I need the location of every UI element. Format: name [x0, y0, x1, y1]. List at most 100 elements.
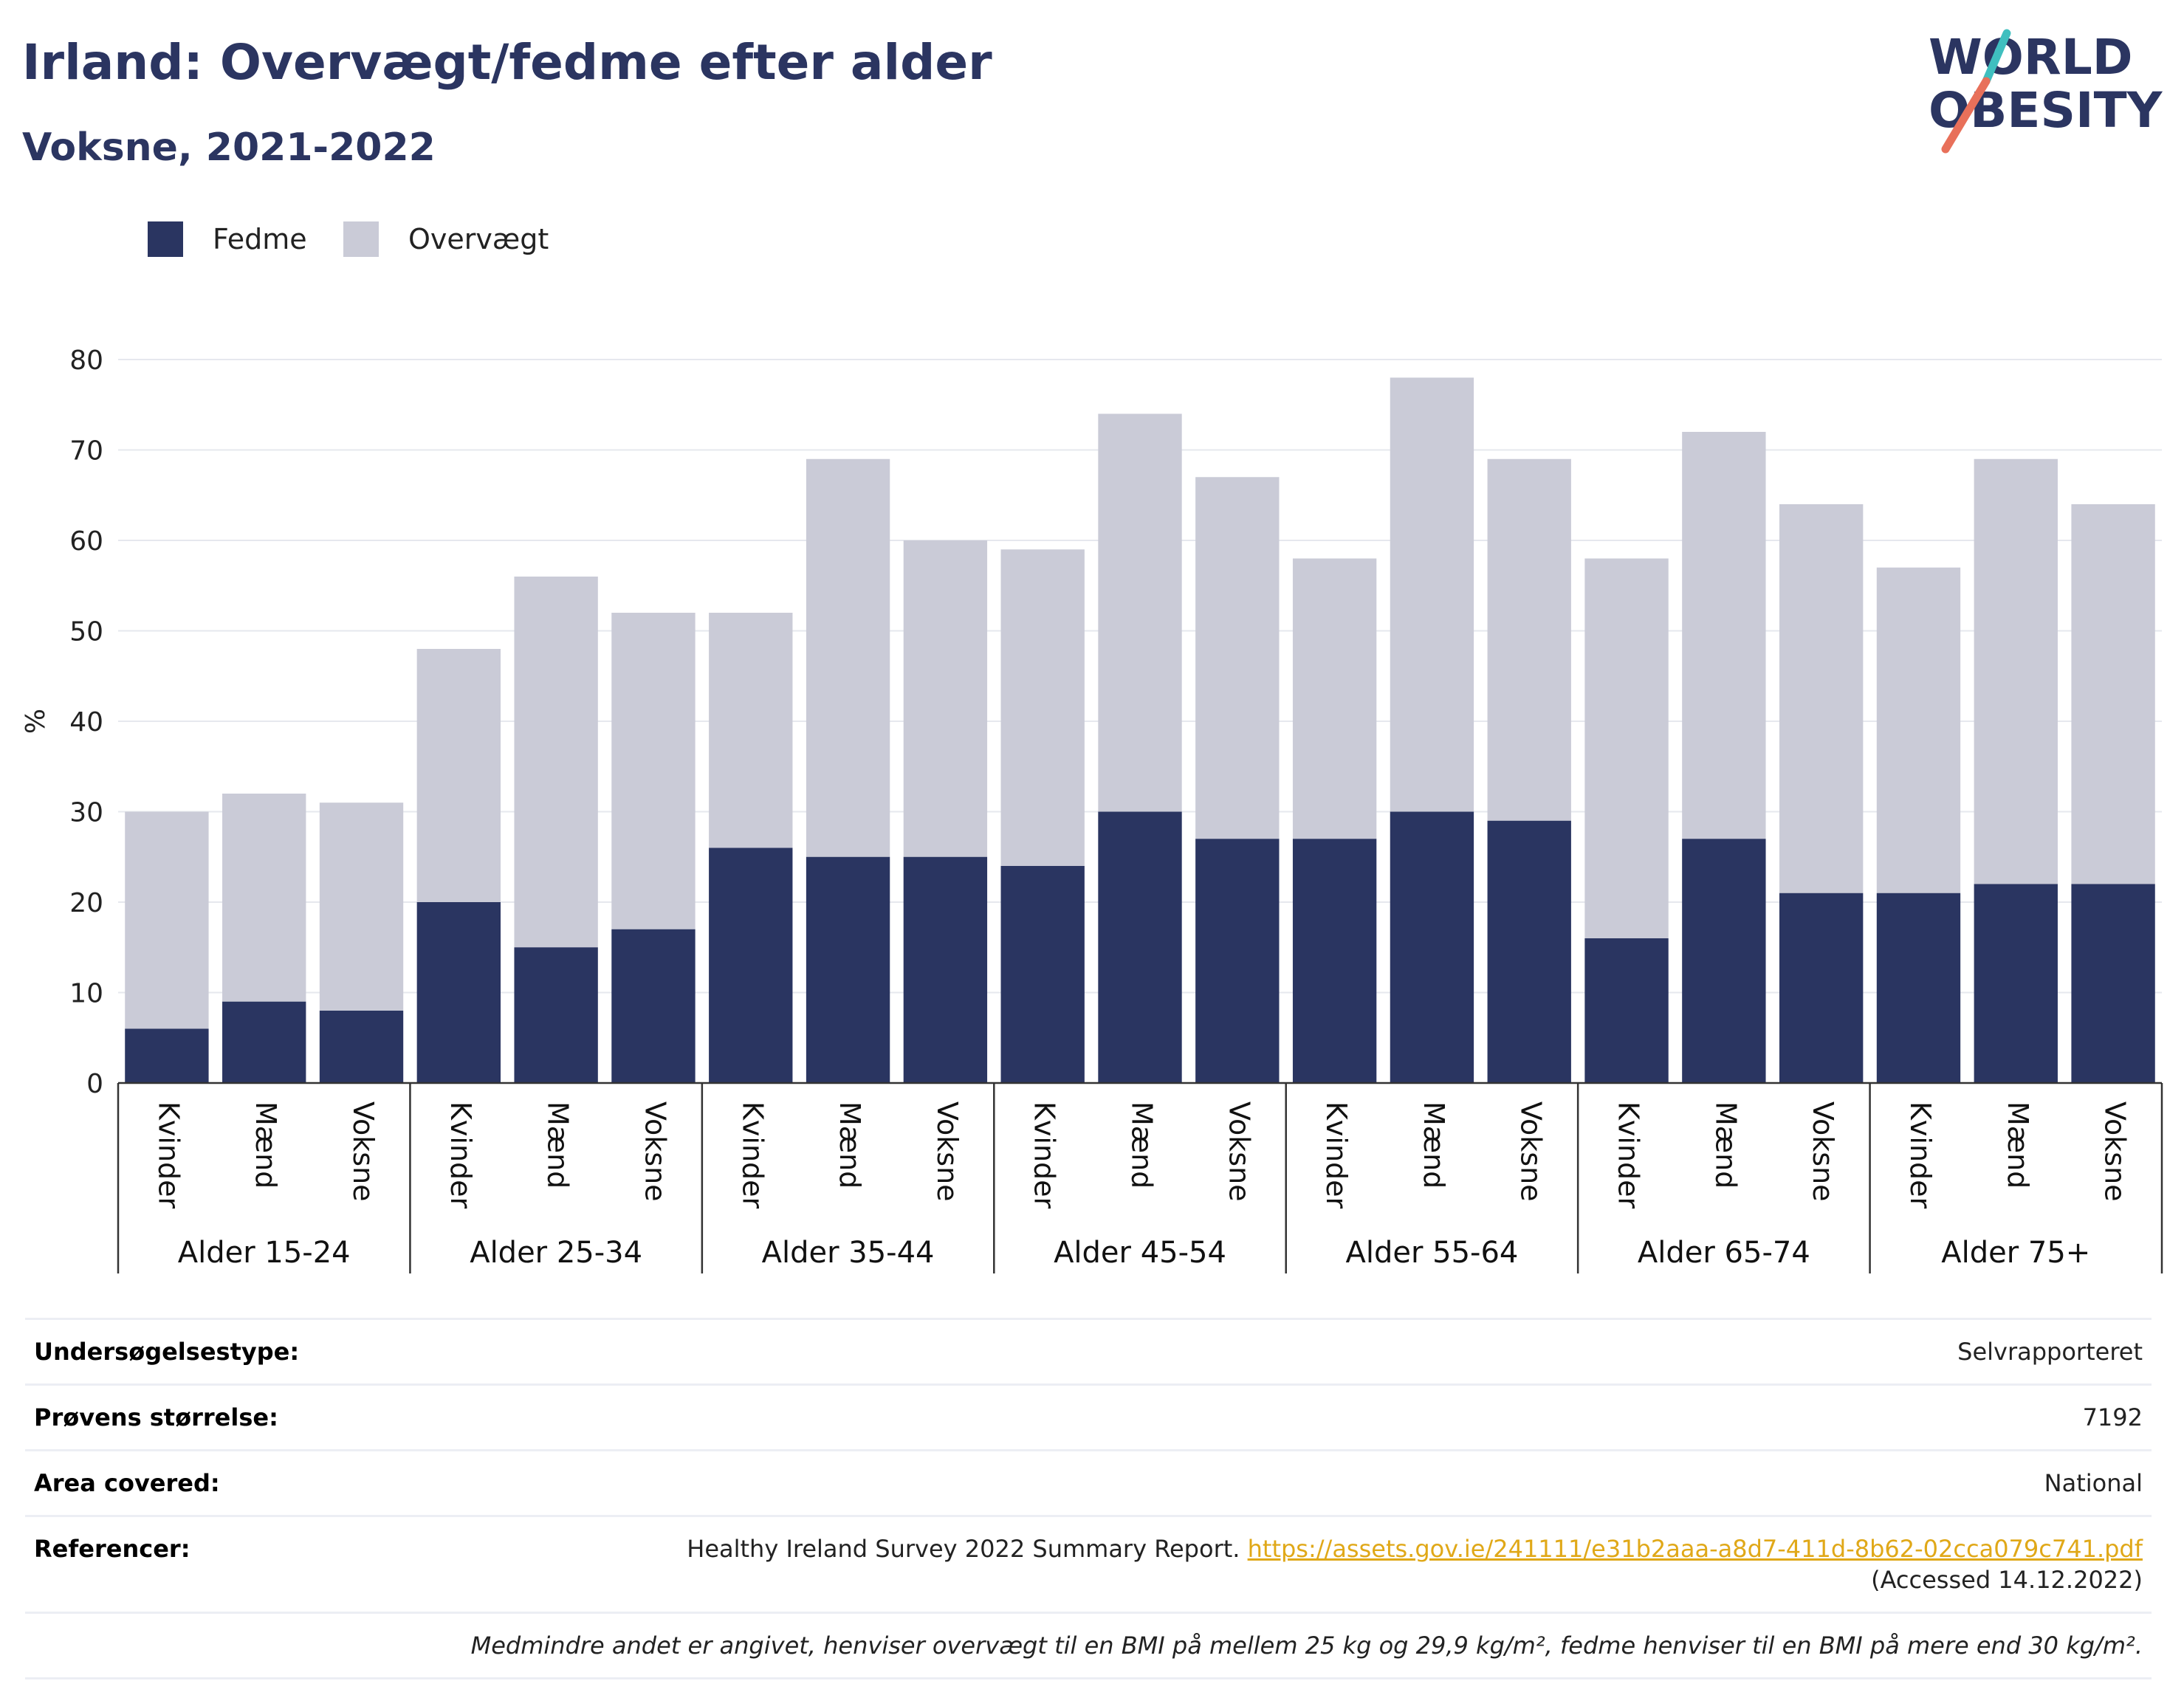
bar-overvaegt [806, 458, 890, 857]
x-group-label: Alder 45-54 [1054, 1236, 1226, 1270]
references-link[interactable]: https://assets.gov.ie/241111/e31b2aaa-a8… [1247, 1535, 2143, 1563]
x-category-label: Mænd [834, 1101, 866, 1189]
bar-fedme [1292, 839, 1377, 1083]
x-category-label: Kvinder [1613, 1101, 1645, 1209]
references-suffix: (Accessed 14.12.2022) [1871, 1566, 2143, 1594]
logo-line1: WORLD [1929, 29, 2133, 86]
bar-overvaegt [2071, 504, 2155, 884]
bar-fedme [416, 902, 501, 1083]
bar-overvaegt [611, 613, 696, 929]
x-category-label: Kvinder [736, 1101, 769, 1209]
bar-fedme [222, 1001, 306, 1083]
x-category-label: Voksne [2099, 1101, 2132, 1202]
bar-fedme [903, 856, 988, 1083]
bar-overvaegt [903, 540, 988, 857]
x-category-label: Voksne [639, 1101, 671, 1202]
info-row-sample-size: Prøvens størrelse: 7192 [25, 1383, 2152, 1451]
sample-size-label: Prøvens størrelse: [25, 1383, 560, 1451]
bar-overvaegt [319, 802, 404, 1011]
bar-fedme [1779, 893, 1864, 1083]
area-label: Area covered: [25, 1449, 560, 1517]
x-category-label: Mænd [250, 1101, 282, 1189]
bar-overvaegt [125, 811, 209, 1029]
x-group-label: Alder 15-24 [178, 1236, 351, 1270]
y-tick-label: 40 [69, 707, 103, 738]
x-category-label: Voksne [1223, 1101, 1255, 1202]
legend-swatch-fedme [148, 221, 183, 257]
bar-fedme [806, 856, 890, 1083]
bar-overvaegt [1584, 558, 1669, 938]
sample-size-value: 7192 [560, 1383, 2152, 1451]
x-category-label: Voksne [1515, 1101, 1548, 1202]
bar-overvaegt [1682, 432, 1766, 839]
survey-type-label: Undersøgelsestype: [25, 1318, 560, 1386]
legend-label-overvaegt: Overvægt [408, 223, 549, 255]
bar-overvaegt [1487, 458, 1571, 821]
x-category-label: Mænd [1709, 1101, 1742, 1189]
references-value: Healthy Ireland Survey 2022 Summary Repo… [560, 1515, 2152, 1614]
references-label: Referencer: [25, 1515, 560, 1614]
bar-fedme [1584, 938, 1669, 1083]
bmi-note: Medmindre andet er angivet, henviser ove… [25, 1612, 2152, 1679]
bar-overvaegt [1779, 504, 1864, 893]
bar-overvaegt [1195, 477, 1280, 839]
info-row-references: Referencer: Healthy Ireland Survey 2022 … [25, 1515, 2152, 1614]
x-category-label: Kvinder [1904, 1101, 1937, 1209]
survey-type-value: Selvrapporteret [560, 1318, 2152, 1386]
bar-fedme [125, 1028, 209, 1083]
survey-info-table: Undersøgelsestype: Selvrapporteret Prøve… [25, 1318, 2152, 1679]
x-group-label: Alder 75+ [1941, 1236, 2090, 1270]
bar-overvaegt [416, 649, 501, 902]
y-tick-label: 30 [69, 798, 103, 828]
x-category-label: Kvinder [444, 1101, 477, 1209]
info-row-note: Medmindre andet er angivet, henviser ove… [25, 1612, 2152, 1679]
y-axis-label: % [21, 709, 51, 734]
x-group-label: Alder 25-34 [470, 1236, 642, 1270]
bar-overvaegt [1292, 558, 1377, 839]
x-category-label: Kvinder [1029, 1101, 1061, 1209]
bar-fedme [1390, 811, 1474, 1083]
bar-fedme [319, 1011, 404, 1083]
x-category-label: Mænd [2002, 1101, 2034, 1189]
bar-fedme [1876, 893, 1961, 1083]
bar-fedme [1098, 811, 1182, 1083]
y-tick-label: 20 [69, 888, 103, 918]
logo-slash-teal-icon [1982, 29, 2011, 86]
bar-overvaegt [1390, 377, 1474, 812]
page-subtitle: Voksne, 2021-2022 [22, 126, 436, 170]
y-tick-label: 80 [69, 345, 103, 376]
legend-label-fedme: Fedme [213, 223, 307, 255]
bar-overvaegt [1974, 458, 2058, 884]
legend-item-fedme: Fedme [148, 221, 307, 257]
x-category-label: Kvinder [152, 1101, 185, 1209]
x-category-label: Kvinder [1320, 1101, 1353, 1209]
bar-overvaegt [1098, 413, 1182, 812]
world-obesity-logo: WORLD OBESITY [1929, 29, 2163, 154]
x-category-label: Mænd [1126, 1101, 1158, 1189]
stacked-bar-chart: 0 10 20 30 40 50 60 70 80% Kvinder Mænd Voksne Alder… [21, 345, 2163, 1273]
bar-fedme [1974, 884, 2058, 1083]
bar-fedme [709, 848, 793, 1083]
x-group-label: Alder 55-64 [1345, 1236, 1518, 1270]
x-group-label: Alder 35-44 [762, 1236, 935, 1270]
y-tick-label: 60 [69, 526, 103, 557]
legend-item-overvaegt: Overvægt [343, 221, 549, 257]
logo-slash-coral-icon [1941, 77, 1991, 154]
x-category-label: Mænd [542, 1101, 574, 1189]
bar-fedme [1195, 839, 1280, 1083]
y-tick-label: 0 [86, 1069, 103, 1099]
bar-fedme [2071, 884, 2155, 1083]
logo-line2: OBESITY [1929, 82, 2163, 139]
bar-overvaegt [222, 794, 306, 1002]
page-title: Irland: Overvægt/fedme efter alder [22, 34, 992, 91]
references-text: Healthy Ireland Survey 2022 Summary Repo… [687, 1535, 1248, 1563]
bar-overvaegt [709, 613, 793, 848]
y-tick-label: 10 [69, 979, 103, 1009]
y-tick-label: 50 [69, 617, 103, 647]
area-value: National [560, 1449, 2152, 1517]
x-category-label: Mænd [1418, 1101, 1450, 1189]
legend-swatch-overvaegt [343, 221, 379, 257]
bar-overvaegt [1876, 567, 1961, 893]
bar-fedme [514, 947, 598, 1083]
bar-overvaegt [1000, 549, 1085, 866]
